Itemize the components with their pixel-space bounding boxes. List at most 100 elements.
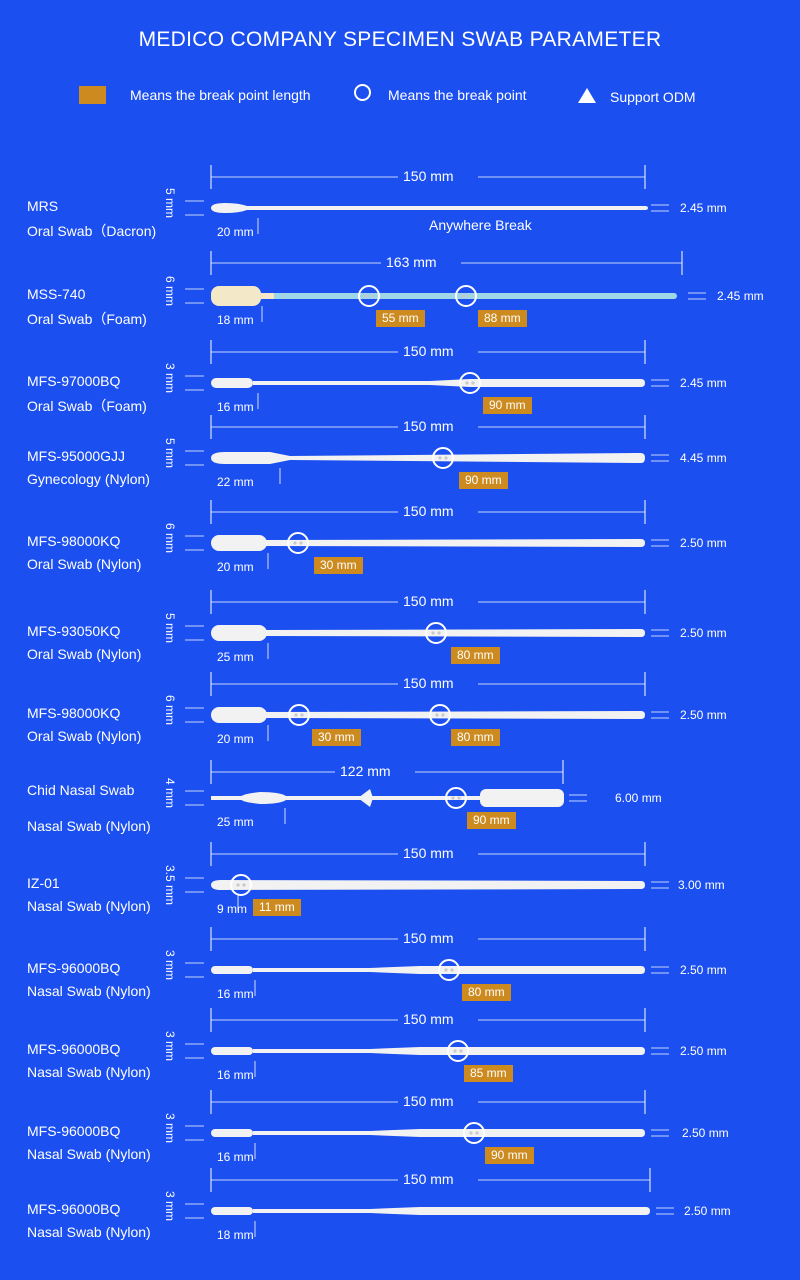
break-notch	[441, 713, 445, 717]
triangle-icon	[578, 88, 596, 103]
break-notch	[444, 456, 448, 460]
swab-collar	[358, 789, 373, 807]
break-length-tag: 85 mm	[464, 1065, 513, 1082]
swab-type: Nasal Swab (Nylon)	[27, 1064, 151, 1080]
total-length-label: 150 mm	[403, 845, 454, 861]
break-point-circle	[230, 874, 252, 896]
tip-length-label: 25 mm	[217, 650, 254, 664]
swab-type: Nasal Swab (Nylon)	[27, 898, 151, 914]
swab-tip	[211, 286, 261, 306]
break-notch	[438, 456, 442, 460]
swab-tip	[211, 1207, 253, 1215]
break-point-circle	[287, 532, 309, 554]
swab-type: Nasal Swab (Nylon)	[27, 818, 151, 834]
total-length-label: 150 mm	[403, 1011, 454, 1027]
break-point-circle	[425, 622, 447, 644]
swab-type: Gynecology (Nylon)	[27, 471, 150, 487]
total-length-label: 163 mm	[386, 254, 437, 270]
break-notch	[444, 968, 448, 972]
break-notch	[242, 883, 246, 887]
break-notch	[465, 381, 469, 385]
swab-tip	[211, 966, 253, 974]
tip-length-label: 9 mm	[217, 902, 247, 916]
break-notch	[293, 541, 297, 545]
tip-width-label: 5 mm	[163, 613, 177, 643]
shaft-diameter-label: 2.45 mm	[680, 376, 727, 390]
swab-model: MRS	[27, 198, 59, 214]
tip-width-label: 6 mm	[163, 523, 177, 553]
break-notch	[435, 713, 439, 717]
shaft-diameter-label: 6.00 mm	[615, 791, 662, 805]
break-length-tag: 88 mm	[478, 310, 527, 327]
swab-shaft	[253, 1129, 645, 1137]
tip-length-label: 18 mm	[217, 313, 254, 327]
shaft-diameter-label: 2.45 mm	[717, 289, 764, 303]
tip-length-label: 16 mm	[217, 1068, 254, 1082]
break-notch	[459, 1049, 463, 1053]
break-notch	[294, 713, 298, 717]
swab-tip	[211, 625, 267, 641]
shaft-diameter-label: 2.45 mm	[680, 201, 727, 215]
break-length-tag: 80 mm	[462, 984, 511, 1001]
total-length-label: 150 mm	[403, 930, 454, 946]
shaft-diameter-label: 2.50 mm	[680, 536, 727, 550]
total-length-label: 150 mm	[403, 418, 454, 434]
break-point-circle	[288, 704, 310, 726]
break-length-tag: 80 mm	[451, 729, 500, 746]
swab-tip	[240, 792, 286, 804]
tip-length-label: 16 mm	[217, 1150, 254, 1164]
total-length-label: 150 mm	[403, 593, 454, 609]
break-length-tag: 30 mm	[314, 557, 363, 574]
tip-width-label: 5 mm	[163, 188, 177, 218]
shaft-diameter-label: 2.50 mm	[680, 626, 727, 640]
swab-tip	[211, 707, 267, 723]
total-length-label: 150 mm	[403, 503, 454, 519]
legend-odm-label: Support ODM	[610, 89, 696, 105]
swab-type: Oral Swab (Nylon)	[27, 646, 142, 662]
break-notch	[457, 796, 461, 800]
legend-swatch	[79, 86, 106, 104]
legend-break-length-label: Means the break point length	[130, 87, 311, 103]
break-length-tag: 90 mm	[459, 472, 508, 489]
swab-model: Chid Nasal Swab	[27, 782, 135, 798]
swab-shaft	[265, 539, 645, 547]
break-notch	[431, 631, 435, 635]
legend-break-point-label: Means the break point	[388, 87, 527, 103]
tip-length-label: 22 mm	[217, 475, 254, 489]
break-point-circle	[445, 787, 467, 809]
swab-type: Nasal Swab (Nylon)	[27, 1224, 151, 1240]
break-point-circle	[459, 372, 481, 394]
legend-circle-icon	[354, 84, 371, 101]
swab-body	[211, 880, 645, 890]
break-length-tag: 11 mm	[253, 899, 301, 916]
total-length-label: 122 mm	[340, 763, 391, 779]
tip-width-label: 6 mm	[163, 276, 177, 306]
break-notch	[236, 883, 240, 887]
swab-shaft	[253, 379, 645, 387]
swab-model: MFS-96000BQ	[27, 1123, 121, 1139]
swab-shaft	[253, 966, 645, 974]
tip-width-label: 5 mm	[163, 438, 177, 468]
swab-shaft	[253, 1207, 650, 1215]
shaft-diameter-label: 2.50 mm	[680, 708, 727, 722]
break-notch	[364, 294, 368, 298]
tip-width-label: 6 mm	[163, 695, 177, 725]
break-length-tag: 30 mm	[312, 729, 361, 746]
swab-neck	[260, 293, 274, 299]
tip-width-label: 3 mm	[163, 1191, 177, 1221]
total-length-label: 150 mm	[403, 1171, 454, 1187]
swab-body	[211, 452, 645, 464]
swab-type: Oral Swab（Foam)	[27, 398, 147, 414]
swab-model: IZ-01	[27, 875, 60, 891]
break-notch	[451, 796, 455, 800]
total-length-label: 150 mm	[403, 168, 454, 184]
swab-model: MFS-95000GJJ	[27, 448, 126, 464]
swab-model: MFS-98000KQ	[27, 533, 121, 549]
tip-length-label: 16 mm	[217, 987, 254, 1001]
tip-length-label: 20 mm	[217, 560, 254, 574]
tip-width-label: 4 mm	[163, 778, 177, 808]
break-notch	[467, 294, 471, 298]
swab-body	[211, 203, 648, 213]
